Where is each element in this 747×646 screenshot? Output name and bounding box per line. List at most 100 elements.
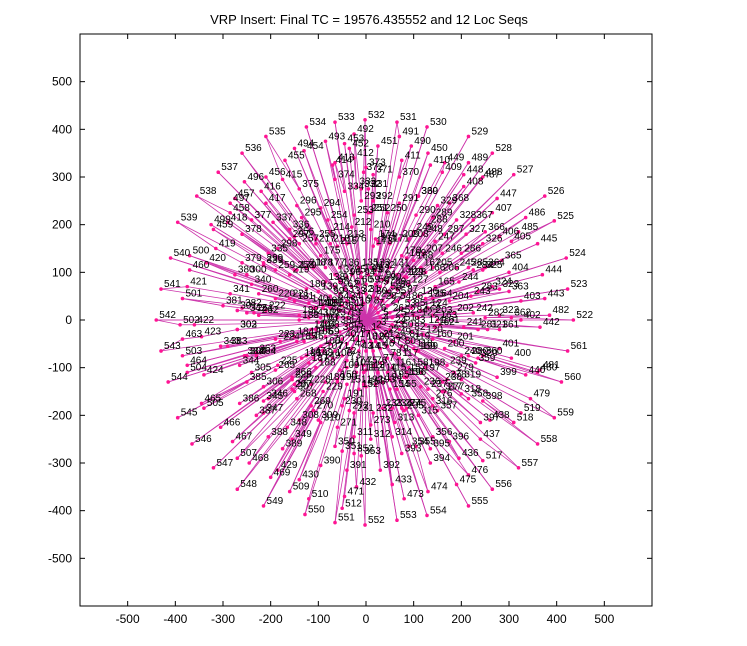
route-segment <box>389 388 429 492</box>
route-point <box>337 308 342 313</box>
route-point <box>376 239 380 244</box>
point-label: 357 <box>441 401 458 412</box>
point-label: 540 <box>174 248 191 259</box>
route-point <box>249 370 254 375</box>
point-label: 80 <box>405 336 417 347</box>
point-label: 13 <box>350 308 362 319</box>
route-point <box>447 299 452 303</box>
point-label: 548 <box>240 479 257 490</box>
point-label: 90 <box>390 272 402 283</box>
route-point <box>254 413 259 418</box>
route-segment <box>160 324 338 352</box>
route-point <box>345 299 349 303</box>
point-label: 354 <box>412 436 429 447</box>
x-tick-label: -200 <box>259 612 283 626</box>
route-segment <box>403 195 545 295</box>
route-point <box>552 219 557 223</box>
point-label: 294 <box>324 198 341 209</box>
route-point <box>376 325 380 329</box>
route-point <box>314 365 318 370</box>
point-label: 201 <box>457 331 474 342</box>
route-point <box>399 451 404 456</box>
point-label: 222 <box>269 300 286 311</box>
route-segment <box>401 288 568 316</box>
point-label: 200 <box>448 339 465 350</box>
point-label: 413 <box>338 153 355 164</box>
route-segment <box>306 319 367 357</box>
route-point <box>345 315 349 320</box>
route-point <box>261 261 266 265</box>
route-point <box>480 399 485 403</box>
route-segment <box>334 427 338 447</box>
route-segment <box>210 224 336 302</box>
point-label: 333 <box>359 177 376 188</box>
route-point <box>507 289 511 294</box>
route-segment <box>379 348 431 449</box>
route-point <box>395 120 399 124</box>
route-segment <box>435 326 479 330</box>
point-label: 490 <box>414 136 431 147</box>
point-label: 336 <box>293 219 310 230</box>
route-point <box>361 339 366 344</box>
route-segment <box>367 331 384 409</box>
route-point <box>302 148 306 153</box>
point-label: 416 <box>264 181 281 192</box>
point-label: 194 <box>386 372 403 383</box>
route-point <box>366 272 371 277</box>
point-label: 493 <box>328 131 345 142</box>
route-point <box>430 215 435 220</box>
route-point <box>321 303 325 308</box>
route-point <box>390 406 395 410</box>
route-point <box>516 465 521 470</box>
point-label: 82 <box>414 322 426 333</box>
route-point <box>240 151 244 155</box>
route-segment <box>377 267 457 314</box>
point-label: 1 <box>371 322 377 333</box>
point-label: 390 <box>324 455 341 466</box>
route-point <box>359 270 364 275</box>
route-point <box>390 294 395 298</box>
route-point <box>321 389 325 394</box>
route-point <box>466 134 471 139</box>
route-point <box>245 311 249 315</box>
route-point <box>323 139 328 144</box>
route-segment <box>396 122 400 137</box>
point-label: 310 <box>324 412 341 423</box>
route-point <box>340 506 344 511</box>
route-point <box>435 203 440 208</box>
point-label: 550 <box>308 504 325 515</box>
route-point <box>352 132 356 136</box>
point-label: 73 <box>350 351 362 362</box>
route-point <box>318 358 323 363</box>
point-label: 512 <box>345 498 362 509</box>
route-segment <box>263 264 307 290</box>
route-segment <box>406 376 493 490</box>
route-point <box>323 334 328 339</box>
point-label: 303 <box>240 320 257 331</box>
route-point <box>268 475 273 480</box>
point-label: 468 <box>252 453 269 464</box>
point-label: 437 <box>483 429 500 440</box>
point-label: 233 <box>386 398 403 409</box>
route-point <box>233 196 237 201</box>
route-point <box>495 196 499 201</box>
point-label: 279 <box>457 362 474 373</box>
route-point <box>214 246 218 251</box>
point-label: 533 <box>338 112 355 123</box>
route-segment <box>334 162 360 285</box>
route-segment <box>284 160 341 268</box>
route-segment <box>291 367 317 390</box>
point-label: 199 <box>421 341 438 352</box>
route-point <box>442 346 447 351</box>
route-point <box>414 213 418 217</box>
point-label: 142 <box>319 298 336 309</box>
point-label: 41 <box>350 334 362 345</box>
route-point <box>459 251 464 256</box>
route-segment <box>222 305 243 309</box>
route-segment <box>482 355 562 383</box>
route-point <box>345 322 349 327</box>
point-label: 105 <box>317 327 334 338</box>
route-segment <box>213 229 290 276</box>
route-segment <box>442 233 467 254</box>
point-label: 137 <box>338 265 355 276</box>
